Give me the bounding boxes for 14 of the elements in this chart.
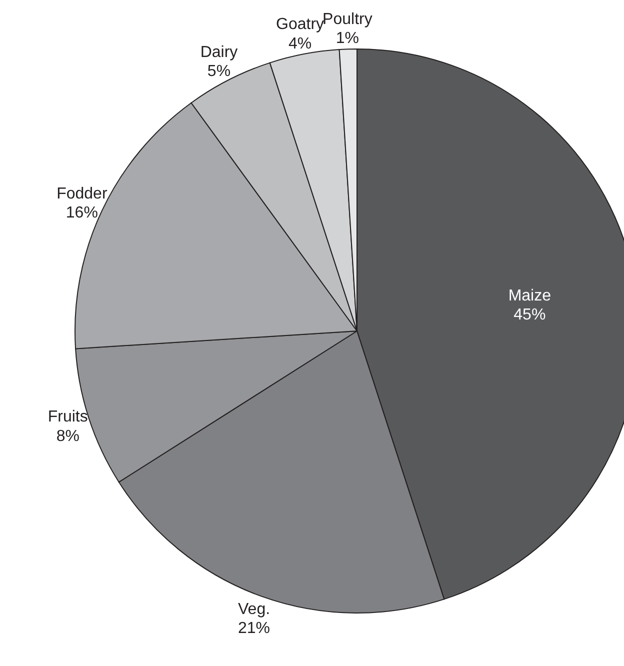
- data-label: 21%: [238, 620, 270, 638]
- slice-label: Goatry: [276, 16, 324, 34]
- slice-label: Poultry: [322, 10, 372, 28]
- slice-label: Fodder: [56, 185, 108, 202]
- data-label: 4%: [288, 35, 312, 52]
- slice-label: Fruits: [48, 408, 88, 426]
- slice-label: Maize: [508, 287, 552, 304]
- slice-label: Dairy: [200, 44, 238, 61]
- data-label: 5%: [207, 63, 231, 80]
- data-label: 1%: [336, 30, 360, 48]
- data-label: 8%: [56, 428, 80, 445]
- data-label: 45%: [514, 306, 546, 324]
- data-label: 16%: [66, 204, 98, 222]
- slice-label: Veg.: [238, 600, 270, 618]
